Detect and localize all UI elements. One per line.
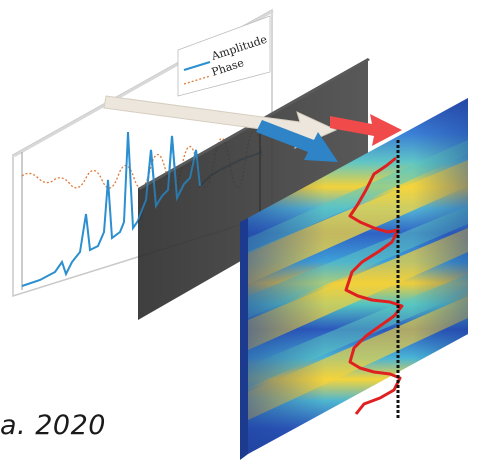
phase-legend-swatch bbox=[183, 75, 211, 85]
heatmap-trace bbox=[344, 156, 404, 415]
legend: Amplitude Phase bbox=[177, 15, 271, 97]
arrow-blue bbox=[256, 120, 338, 162]
arrow-red bbox=[330, 114, 402, 146]
amplitude-overlay bbox=[137, 135, 201, 221]
amplitude-legend-swatch bbox=[183, 61, 211, 71]
figure-caption: a. 2020 bbox=[0, 410, 106, 441]
